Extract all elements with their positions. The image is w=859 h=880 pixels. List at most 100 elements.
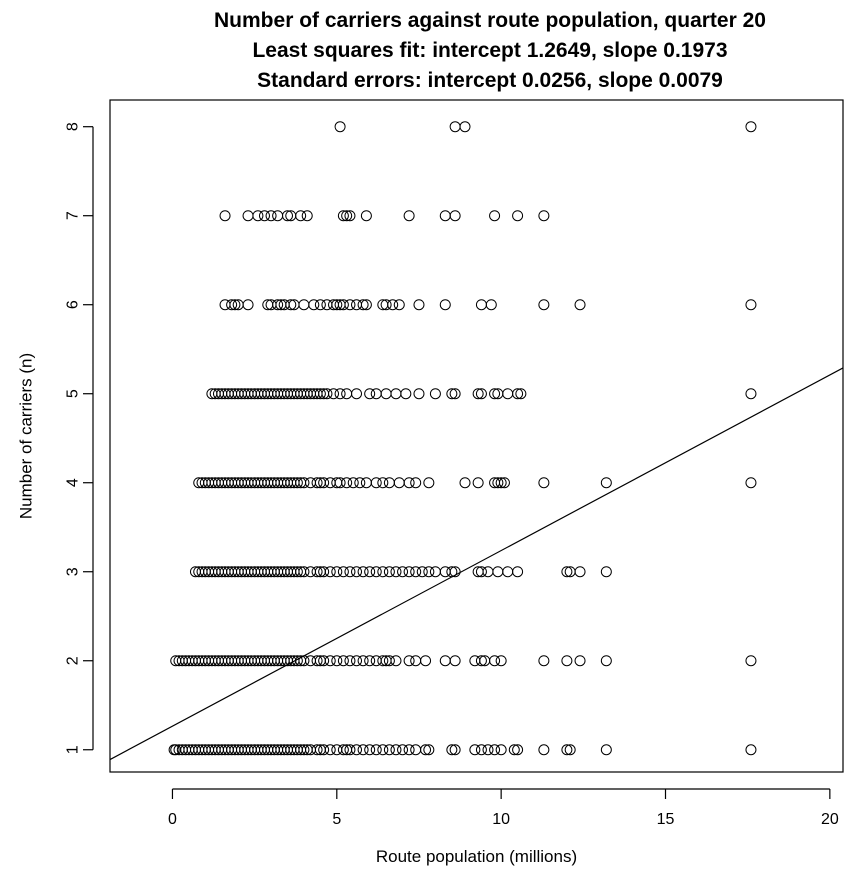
data-point: [502, 566, 514, 578]
data-point: [337, 566, 349, 578]
data-point: [420, 655, 432, 667]
data-point: [295, 210, 307, 222]
data-point: [318, 655, 330, 667]
data-point: [495, 477, 507, 489]
data-point: [311, 566, 323, 578]
data-point: [282, 210, 293, 222]
y-axis: 1 2 3 4 5 6 7 8: [65, 122, 94, 754]
data-point: [502, 388, 514, 400]
data-point: [439, 299, 451, 311]
data-point: [291, 566, 303, 578]
data-point: [347, 477, 359, 489]
data-point: [538, 744, 550, 756]
data-point: [390, 655, 402, 667]
data-point: [459, 477, 471, 489]
data-point: [515, 388, 527, 400]
data-point: [331, 299, 343, 311]
data-point: [383, 655, 395, 667]
data-point: [351, 744, 363, 756]
data-point: [459, 121, 471, 133]
data-point: [439, 210, 451, 222]
data-point: [439, 655, 451, 667]
data-point: [538, 299, 550, 311]
data-point: [344, 566, 356, 578]
data-point: [318, 744, 330, 756]
data-point: [423, 566, 435, 578]
data-point: [495, 655, 507, 667]
data-point: [410, 477, 422, 489]
data-point: [745, 388, 757, 400]
x-tick-label: 15: [657, 811, 675, 828]
data-point: [489, 210, 501, 222]
data-point: [351, 388, 363, 400]
data-point: [745, 655, 757, 667]
data-point: [512, 744, 524, 756]
data-point: [429, 388, 441, 400]
data-point: [508, 744, 520, 756]
data-point: [321, 388, 333, 400]
data-point: [482, 744, 494, 756]
data-point: [364, 655, 376, 667]
data-point: [390, 566, 402, 578]
data-point: [377, 477, 389, 489]
data-point: [265, 210, 277, 222]
data-point: [324, 744, 336, 756]
data-point: [403, 744, 415, 756]
data-point: [318, 566, 330, 578]
data-point: [324, 566, 336, 578]
data-point: [291, 655, 303, 667]
data-point: [341, 477, 353, 489]
data-point: [377, 566, 389, 578]
data-point: [272, 299, 284, 311]
data-point: [745, 121, 757, 133]
data-point: [472, 477, 484, 489]
data-point: [308, 299, 320, 311]
data-point: [370, 744, 382, 756]
data-point: [380, 299, 392, 311]
data-point: [285, 299, 297, 311]
data-point: [354, 477, 366, 489]
data-point: [344, 299, 356, 311]
data-point: [311, 477, 323, 489]
data-point: [383, 566, 395, 578]
data-point: [331, 655, 343, 667]
data-point: [449, 388, 461, 400]
data-point: [492, 566, 504, 578]
data-point: [492, 477, 504, 489]
data-point: [472, 388, 484, 400]
data-point: [331, 566, 343, 578]
data-point: [561, 566, 573, 578]
data-point: [380, 388, 392, 400]
data-point: [344, 655, 356, 667]
data-point: [512, 210, 524, 222]
data-point: [745, 477, 757, 489]
y-tick-label: 1: [65, 745, 82, 754]
data-point: [600, 744, 612, 756]
data-point: [574, 299, 586, 311]
data-point: [475, 566, 487, 578]
data-point: [600, 566, 612, 578]
data-point: [512, 388, 524, 400]
data-point: [475, 744, 487, 756]
data-point: [344, 744, 356, 756]
data-point: [564, 744, 576, 756]
data-points: [168, 121, 757, 756]
data-point: [403, 210, 415, 222]
data-point: [334, 121, 346, 133]
data-point: [357, 655, 369, 667]
data-point: [219, 210, 231, 222]
chart-title-line-3: Standard errors: intercept 0.0256, slope…: [257, 69, 723, 92]
data-point: [420, 744, 432, 756]
data-point: [242, 210, 254, 222]
data-point: [311, 744, 323, 756]
data-point: [357, 744, 369, 756]
data-point: [400, 388, 412, 400]
data-point: [311, 655, 323, 667]
data-point: [600, 477, 612, 489]
data-point: [337, 210, 349, 222]
data-point: [360, 477, 372, 489]
data-point: [383, 744, 395, 756]
data-point: [489, 388, 501, 400]
data-point: [337, 299, 349, 311]
data-point: [449, 210, 461, 222]
